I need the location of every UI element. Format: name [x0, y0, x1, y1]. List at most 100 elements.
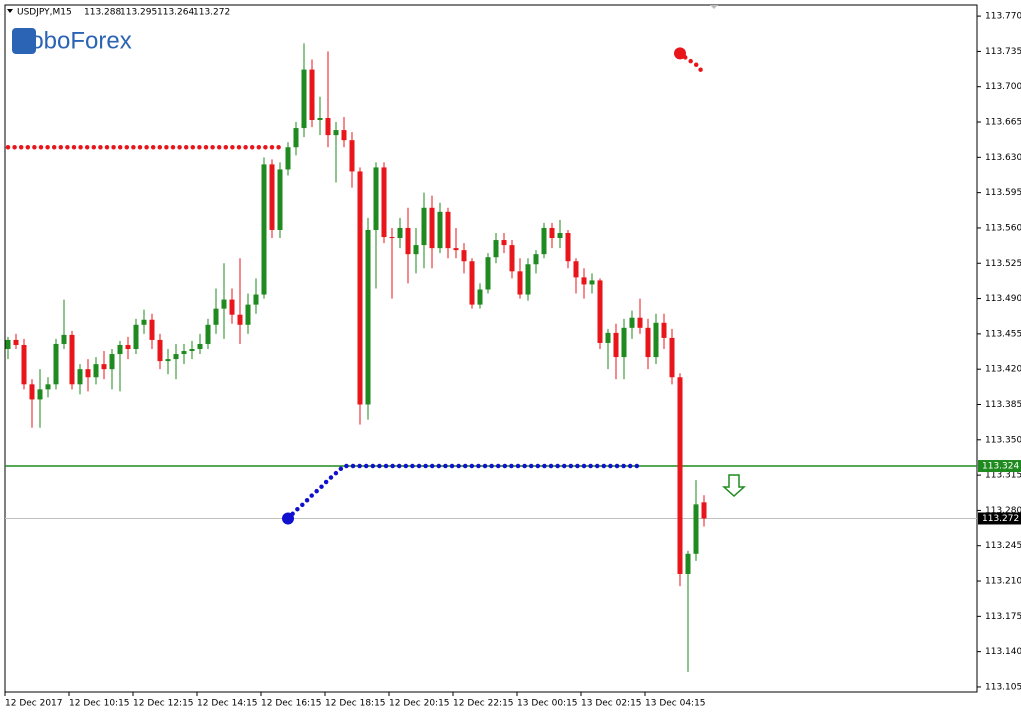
- candle-body: [165, 359, 171, 362]
- candle-body: [293, 128, 299, 148]
- x-tick-label: 12 Dec 18:15: [325, 699, 386, 709]
- y-tick-label: 113.525: [985, 259, 1021, 269]
- candle-body: [349, 140, 355, 172]
- candle-body: [37, 389, 43, 400]
- candle-body: [557, 232, 563, 239]
- y-tick-label: 113.735: [985, 47, 1021, 57]
- scroll-marker: [710, 5, 718, 9]
- candle-body: [469, 261, 475, 305]
- candle-body: [301, 69, 307, 129]
- candle-body: [357, 171, 363, 405]
- header-low: 113.264: [157, 8, 194, 18]
- indicator-start: [674, 47, 686, 60]
- candle-body: [141, 319, 147, 325]
- candle-body: [509, 245, 515, 272]
- candle-body: [661, 322, 667, 338]
- candle-body: [629, 317, 635, 328]
- candle-body: [621, 327, 627, 358]
- candle-body: [445, 211, 451, 249]
- candle-body: [229, 299, 235, 315]
- header-high: 113.295: [120, 8, 157, 18]
- candle-body: [613, 332, 619, 358]
- x-tick-label: 13 Dec 02:15: [581, 699, 642, 709]
- candle-body: [61, 334, 67, 344]
- x-tick-label: 12 Dec 20:15: [389, 699, 450, 709]
- y-tick-label: 113.595: [985, 188, 1021, 198]
- candle-body: [237, 314, 243, 325]
- candle-body: [205, 324, 211, 344]
- candle-body: [285, 147, 291, 170]
- candle-body: [149, 319, 155, 340]
- candle-body: [437, 211, 443, 249]
- candle-body: [29, 384, 35, 400]
- candle-body: [221, 299, 227, 309]
- candle-body: [181, 351, 187, 355]
- y-tick-label: 113.385: [985, 400, 1021, 410]
- candle-body: [669, 337, 675, 378]
- sell-arrow: [722, 474, 746, 498]
- candle-body: [173, 354, 179, 360]
- signal-box: [978, 460, 1021, 473]
- candle-body: [637, 317, 643, 328]
- candle-body: [485, 257, 491, 290]
- candle-body: [397, 227, 403, 239]
- y-tick-label: 113.630: [985, 153, 1021, 163]
- x-tick-label: 13 Dec 00:15: [517, 699, 578, 709]
- y-tick-label: 113.175: [985, 612, 1021, 622]
- y-tick-label: 113.315: [985, 471, 1021, 481]
- candle-body: [333, 130, 339, 136]
- y-tick-label: 113.665: [985, 118, 1021, 128]
- candle-body: [197, 343, 203, 350]
- x-tick-label: 13 Dec 04:15: [645, 699, 706, 709]
- y-tick-label: 113.280: [985, 506, 1021, 516]
- y-tick-label: 113.210: [985, 577, 1021, 587]
- y-tick-label: 113.245: [985, 541, 1021, 551]
- candle-body: [53, 343, 59, 385]
- candle-body: [133, 324, 139, 350]
- logo-icon: [12, 28, 36, 54]
- candle-body: [5, 339, 11, 350]
- candle-body: [389, 237, 395, 239]
- y-tick-label: 113.770: [985, 12, 1021, 22]
- candle-body: [645, 327, 651, 358]
- indicator-dots: [285, 463, 643, 521]
- candle-body: [421, 207, 427, 246]
- x-tick-label: 12 Dec 14:15: [197, 699, 258, 709]
- candle-body: [373, 167, 379, 230]
- candle-body: [117, 344, 123, 355]
- candle-body: [69, 334, 75, 385]
- candle-body: [405, 227, 411, 255]
- candle-body: [549, 227, 555, 239]
- header-open: 113.288: [84, 8, 121, 18]
- x-tick-label: 12 Dec 10:15: [69, 699, 130, 709]
- candle-body: [341, 130, 347, 141]
- logo: RoboForex: [13, 27, 132, 54]
- candle-body: [413, 245, 419, 255]
- candle-body: [589, 280, 595, 285]
- candle-body: [597, 280, 603, 343]
- candle-body: [325, 117, 331, 136]
- candle-body: [605, 332, 611, 343]
- candle-body: [189, 349, 195, 352]
- candle-body: [245, 304, 251, 325]
- candle-body: [677, 377, 683, 574]
- x-tick-label: 12 Dec 16:15: [261, 699, 322, 709]
- candle-body: [45, 384, 51, 390]
- candle-body: [109, 354, 115, 370]
- candle-body: [461, 250, 467, 262]
- candle-body: [93, 364, 99, 378]
- candle-body: [317, 117, 323, 121]
- y-tick-label: 113.560: [985, 223, 1021, 233]
- menu-triangle: [7, 9, 13, 13]
- candle-body: [365, 229, 371, 405]
- candle-body: [269, 164, 275, 230]
- candle-body: [21, 344, 27, 385]
- candle-body: [581, 277, 587, 285]
- y-tick-label: 113.700: [985, 82, 1021, 92]
- indicator-start: [282, 512, 294, 525]
- candle-body: [253, 294, 259, 305]
- candle-body: [157, 339, 163, 362]
